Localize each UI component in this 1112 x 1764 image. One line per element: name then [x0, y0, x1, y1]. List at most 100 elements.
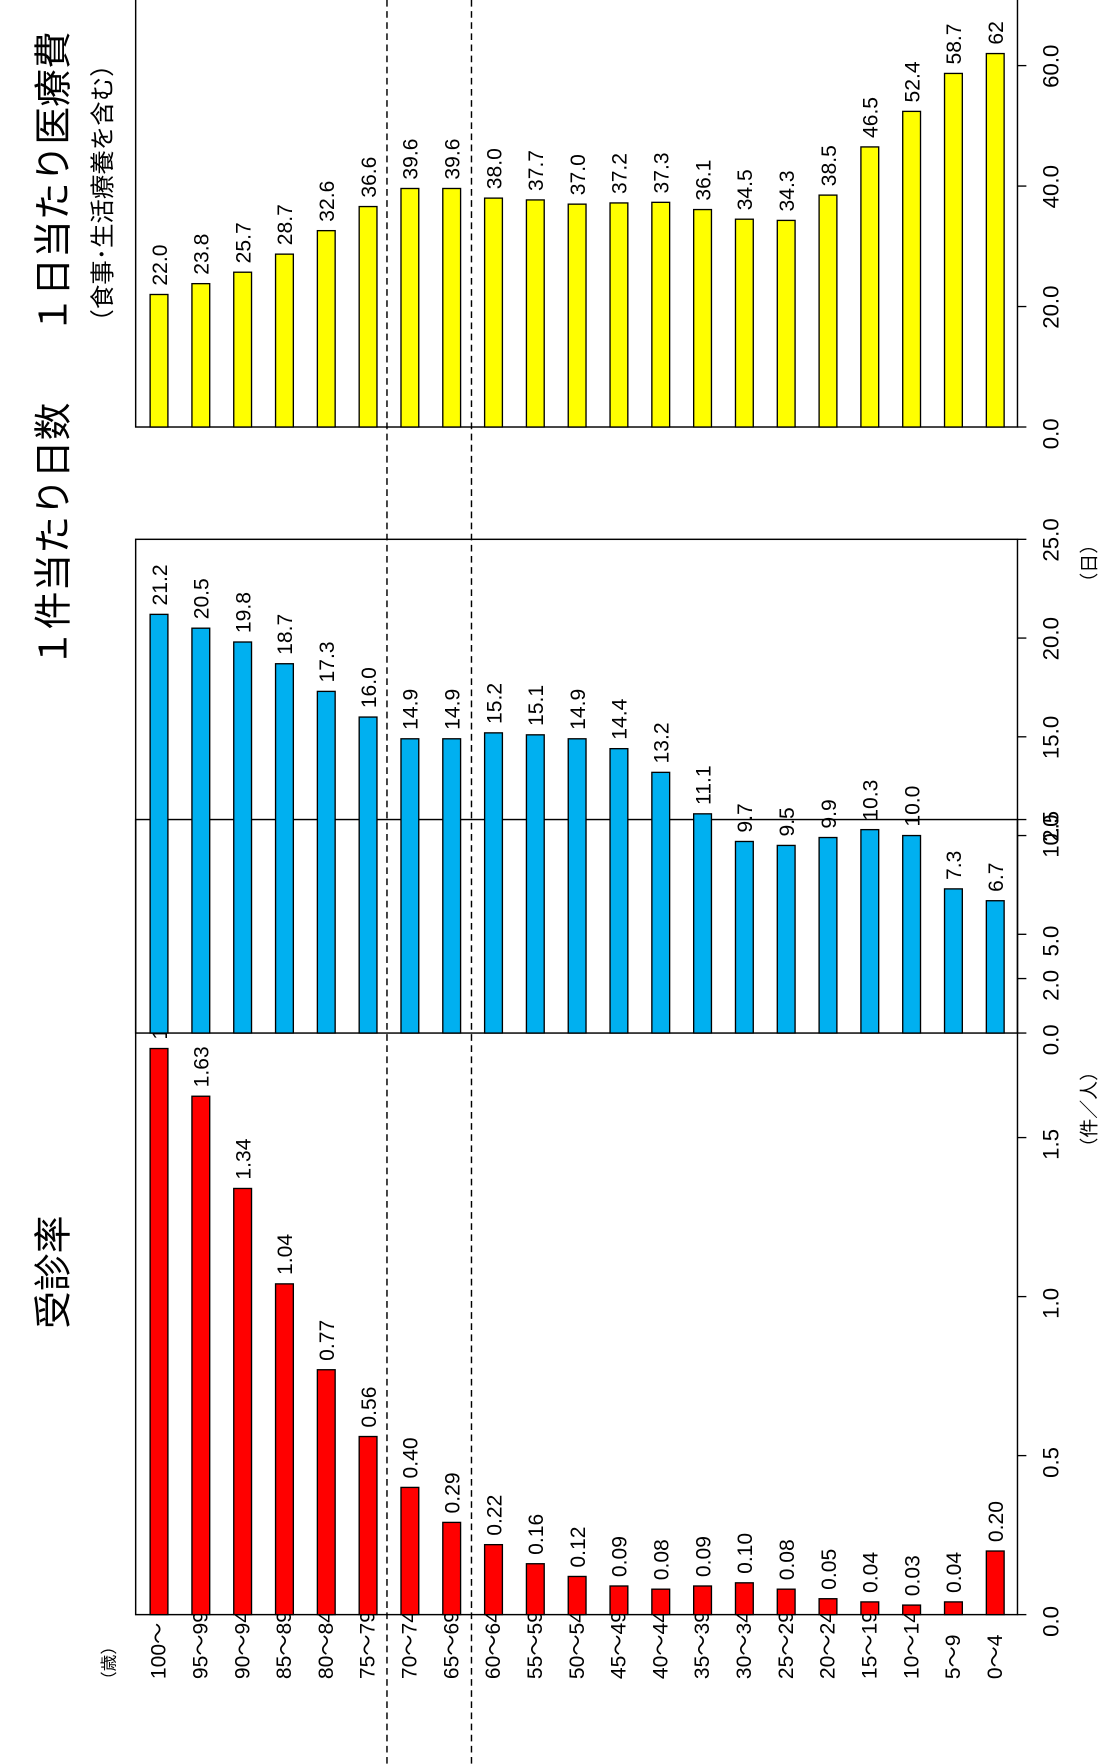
bar	[316, 690, 336, 1034]
age-label: 60～64	[482, 1611, 505, 1679]
unit-label-1: （件／人）	[1078, 1062, 1100, 1156]
bar	[191, 627, 211, 1034]
bar	[525, 734, 545, 1034]
tick-label: 0.0	[1039, 418, 1064, 449]
bar	[567, 203, 587, 428]
value-label: 28.7	[274, 204, 297, 245]
bar	[274, 663, 295, 1034]
tick-label: 40.0	[1039, 165, 1064, 208]
value-label: 14.9	[441, 689, 464, 730]
value-label: 23.8	[191, 234, 214, 275]
bar	[233, 641, 253, 1034]
bar	[943, 888, 963, 1034]
tick-label: 2.5	[1039, 811, 1064, 842]
bar	[567, 738, 587, 1034]
bar	[149, 613, 169, 1034]
bar	[149, 1047, 169, 1616]
value-label: 0.16	[525, 1514, 548, 1555]
value-label: 1.34	[232, 1138, 255, 1179]
value-label: 0.09	[609, 1536, 632, 1577]
bar	[985, 900, 1005, 1034]
bar	[818, 1598, 838, 1616]
age-label: 70～74	[399, 1611, 422, 1679]
unit-label-2: （日）	[1078, 535, 1100, 592]
value-label: 52.4	[901, 61, 924, 102]
value-label: 38.5	[818, 145, 841, 186]
value-label: 39.6	[400, 138, 423, 179]
value-label: 11.1	[692, 765, 715, 805]
value-label: 9.9	[818, 799, 841, 828]
bar	[442, 1521, 462, 1616]
value-label: 16.0	[358, 667, 381, 708]
bar	[525, 199, 545, 428]
panel-subtitle-3: （食事･生活療養を含む）	[89, 52, 117, 333]
age-unit-label: （歳）	[100, 1638, 119, 1688]
value-label: 0.40	[400, 1437, 423, 1478]
age-label: 55～59	[524, 1611, 547, 1679]
bar	[442, 738, 462, 1034]
value-label: 0.56	[358, 1387, 381, 1428]
bar	[902, 110, 922, 428]
bar	[860, 1601, 880, 1616]
value-label: 14.4	[609, 698, 632, 739]
bar	[400, 1486, 420, 1616]
age-label: 80～84	[315, 1611, 338, 1679]
value-label: 37.0	[567, 154, 590, 195]
value-label: 0.08	[776, 1539, 799, 1580]
value-label: 1.63	[191, 1046, 214, 1087]
value-label: 7.3	[943, 851, 966, 880]
bar	[651, 771, 671, 1034]
bar	[358, 1435, 378, 1616]
age-label: 65～69	[440, 1611, 463, 1679]
bar	[233, 271, 253, 428]
value-label: 17.3	[316, 641, 339, 682]
value-label: 46.5	[860, 97, 883, 138]
value-label: 21.2	[149, 564, 172, 605]
bar	[860, 828, 880, 1034]
value-label: 0.12	[567, 1526, 590, 1567]
value-label: 0.08	[651, 1539, 674, 1580]
value-label: 1.04	[274, 1234, 297, 1275]
value-label: 15.1	[525, 685, 548, 726]
bar	[818, 836, 838, 1034]
value-label: 0.29	[441, 1472, 464, 1513]
value-label: 38.0	[483, 148, 506, 189]
value-label: 0.04	[860, 1552, 883, 1593]
value-label: 19.8	[232, 592, 255, 633]
age-label: 15～19	[858, 1611, 881, 1679]
bar	[191, 282, 211, 428]
bar	[191, 1095, 211, 1616]
bar	[233, 1187, 253, 1616]
value-label: 13.2	[651, 722, 674, 763]
bar	[776, 844, 796, 1034]
value-label: 37.3	[651, 152, 674, 193]
bar	[692, 208, 713, 428]
age-label: 0～4	[984, 1634, 1007, 1679]
value-label: 0.04	[943, 1552, 966, 1593]
value-label: 9.5	[776, 807, 799, 836]
bar	[734, 840, 754, 1034]
bar	[483, 1543, 504, 1616]
age-label: 5～9	[942, 1635, 965, 1680]
value-label: 0.03	[901, 1555, 924, 1596]
value-label: 62	[985, 21, 1008, 44]
tick-label: 60.0	[1039, 45, 1064, 88]
value-label: 9.7	[734, 803, 757, 832]
value-label: 18.7	[274, 614, 297, 655]
bar	[651, 1588, 671, 1616]
value-label: 36.1	[692, 160, 715, 201]
bar	[358, 716, 378, 1034]
value-label: 14.9	[400, 689, 423, 730]
value-label: 39.6	[441, 138, 464, 179]
unit-label-3: （	[1078, 0, 1100, 11]
age-label: 45～49	[608, 1611, 631, 1679]
bar	[609, 202, 629, 428]
bar	[860, 146, 880, 428]
value-label: 22.0	[149, 245, 172, 286]
bar	[567, 1575, 587, 1616]
bar	[651, 201, 671, 428]
age-label: 20～24	[817, 1611, 840, 1679]
age-label: 100～	[148, 1623, 171, 1679]
tick-label: 20.0	[1039, 617, 1064, 660]
age-label: 25～29	[775, 1611, 798, 1679]
